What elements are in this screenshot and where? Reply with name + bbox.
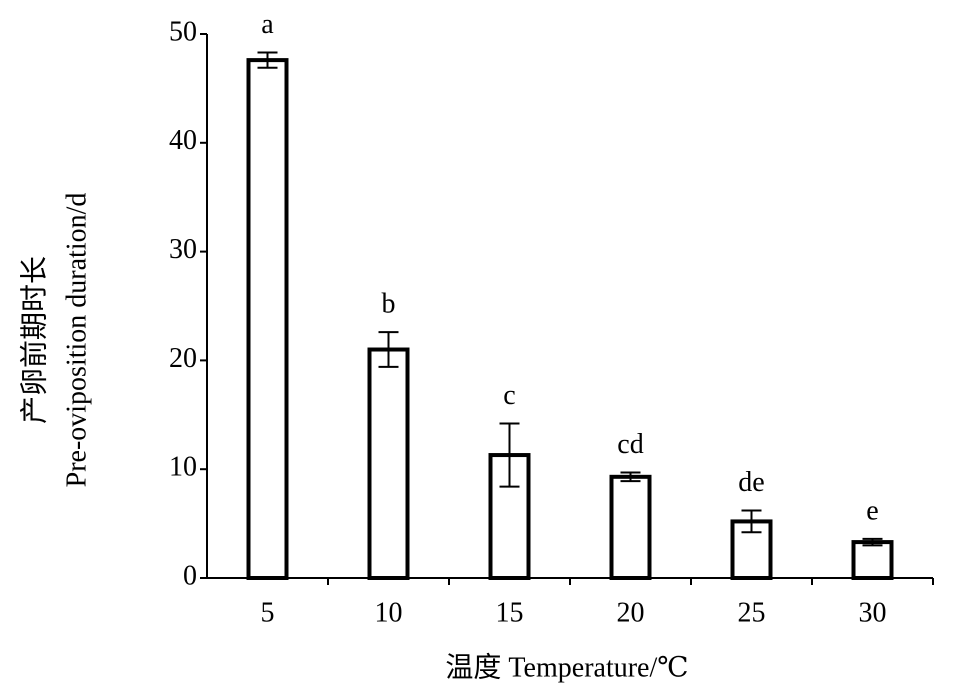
significance-letter: de — [738, 467, 764, 498]
y-tick-label: 50 — [169, 16, 197, 47]
y-axis-label: 产卵前期时长 Pre-oviposition duration/d — [18, 193, 92, 488]
x-tick-label: 10 — [375, 597, 403, 628]
significance-letter: b — [382, 289, 396, 320]
x-tick-label: 15 — [496, 597, 524, 628]
bar — [367, 347, 410, 580]
bar — [246, 58, 289, 580]
y-axis-label-cn: 产卵前期时长 — [18, 256, 50, 424]
y-tick-label: 30 — [169, 234, 197, 265]
y-axis-label-en: Pre-oviposition duration/d — [61, 193, 92, 488]
y-tick-label: 40 — [169, 125, 197, 156]
x-tick-label: 20 — [617, 597, 645, 628]
x-axis-label: 温度 Temperature/℃ — [445, 651, 688, 683]
bar — [851, 540, 894, 581]
significance-letter: e — [866, 495, 878, 526]
y-tick-label: 10 — [169, 452, 197, 483]
significance-letter: cd — [617, 429, 643, 460]
significance-letter: c — [503, 380, 515, 411]
significance-letter: a — [261, 9, 274, 40]
bar — [609, 474, 652, 581]
x-tick-label: 25 — [738, 597, 766, 628]
x-tick-label: 5 — [261, 597, 275, 628]
x-tick-label: 30 — [859, 597, 887, 628]
y-tick-label: 0 — [183, 560, 197, 591]
y-tick-label: 20 — [169, 343, 197, 374]
